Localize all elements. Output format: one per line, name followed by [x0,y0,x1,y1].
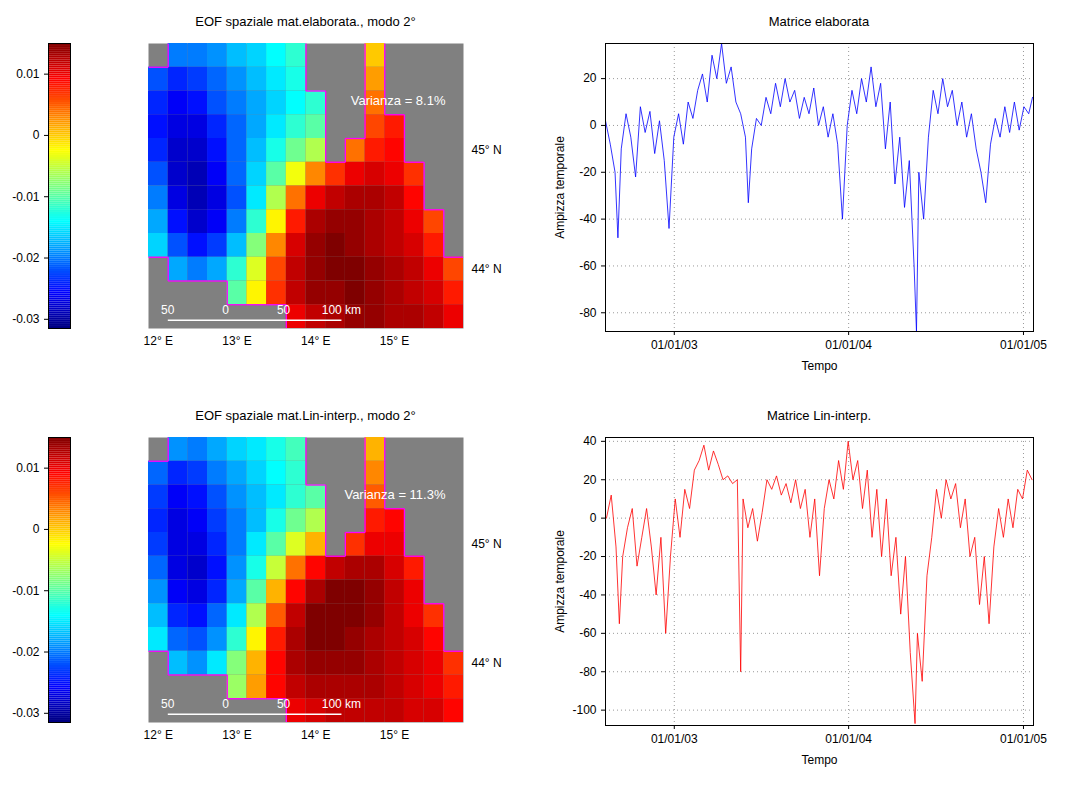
svg-text:01/01/05: 01/01/05 [1000,732,1047,746]
svg-text:0.01: 0.01 [16,461,40,475]
svg-text:0: 0 [590,118,597,132]
svg-text:50: 50 [161,697,175,711]
html-text:EOF spaziale mat.elaborata., m: EOF spaziale mat.elaborata., modo 2° [195,14,416,29]
svg-text:-100: -100 [572,703,596,717]
svg-text:44° N: 44° N [472,656,502,670]
svg-text:15° E: 15° E [380,728,409,742]
svg-text:Varianza = 11.3%: Varianza = 11.3% [344,487,445,502]
svg-text:01/01/04: 01/01/04 [825,732,872,746]
html-text:Matrice Lin-interp.: Matrice Lin-interp. [767,408,871,423]
svg-text:-80: -80 [579,665,597,679]
svg-text:0: 0 [222,303,229,317]
svg-text:50: 50 [277,303,291,317]
svg-text:Tempo: Tempo [801,359,837,373]
svg-text:01/01/03: 01/01/03 [651,732,698,746]
svg-text:Ampizza temporale: Ampizza temporale [553,136,567,239]
svg-text:-80: -80 [579,306,597,320]
svg-text:Varianza = 8.1%: Varianza = 8.1% [351,93,446,108]
svg-text:14° E: 14° E [301,728,330,742]
svg-text:01/01/05: 01/01/05 [1000,338,1047,352]
svg-text:Tempo: Tempo [801,753,837,767]
svg-text:01/01/03: 01/01/03 [651,338,698,352]
svg-text:-0.01: -0.01 [12,584,40,598]
svg-text:0: 0 [222,697,229,711]
svg-text:0: 0 [33,128,40,142]
svg-text:50: 50 [161,303,175,317]
svg-text:0: 0 [33,522,40,536]
svg-text:Ampizza temporale: Ampizza temporale [553,530,567,633]
svg-text:44° N: 44° N [472,262,502,276]
html-text:EOF spaziale mat.Lin-interp.,: EOF spaziale mat.Lin-interp., modo 2° [195,408,416,423]
svg-text:-60: -60 [579,626,597,640]
svg-text:100 km: 100 km [322,697,361,711]
svg-text:-0.02: -0.02 [12,645,40,659]
svg-text:15° E: 15° E [380,334,409,348]
svg-text:20: 20 [583,473,597,487]
svg-text:45° N: 45° N [472,537,502,551]
html-text:Matrice elaborata: Matrice elaborata [768,14,870,29]
svg-text:14° E: 14° E [301,334,330,348]
svg-text:12° E: 12° E [144,728,173,742]
svg-text:20: 20 [583,71,597,85]
svg-text:-0.02: -0.02 [12,251,40,265]
svg-text:-20: -20 [579,165,597,179]
svg-text:-40: -40 [579,212,597,226]
svg-text:100 km: 100 km [322,303,361,317]
svg-text:-0.03: -0.03 [12,706,40,720]
svg-text:-20: -20 [579,549,597,563]
svg-text:-0.01: -0.01 [12,190,40,204]
svg-text:50: 50 [277,697,291,711]
svg-text:01/01/04: 01/01/04 [825,338,872,352]
svg-text:-0.03: -0.03 [12,312,40,326]
svg-text:13° E: 13° E [222,334,251,348]
svg-text:13° E: 13° E [222,728,251,742]
svg-text:40: 40 [583,434,597,448]
svg-text:-40: -40 [579,588,597,602]
svg-text:45° N: 45° N [472,143,502,157]
svg-text:0.01: 0.01 [16,67,40,81]
svg-text:-60: -60 [579,259,597,273]
svg-text:12° E: 12° E [144,334,173,348]
svg-text:0: 0 [590,511,597,525]
